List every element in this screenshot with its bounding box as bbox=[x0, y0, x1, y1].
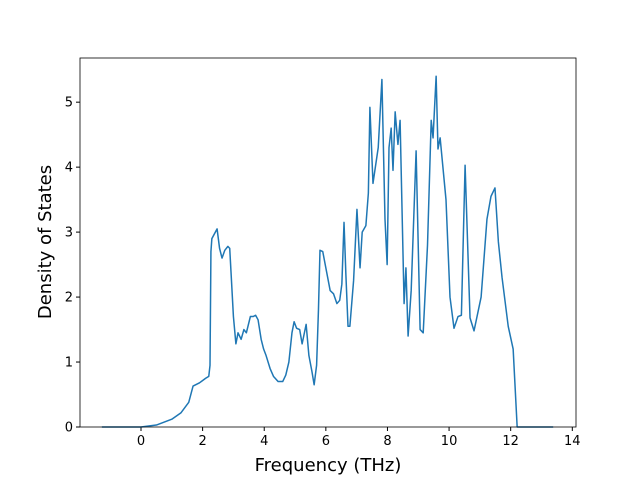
y-axis-label: Density of States bbox=[35, 165, 56, 319]
x-tick-label: 10 bbox=[441, 434, 458, 449]
y-tick-label: 5 bbox=[65, 96, 73, 111]
plot-frame bbox=[79, 57, 577, 428]
x-tick-label: 8 bbox=[383, 434, 391, 449]
y-tick-label: 0 bbox=[65, 421, 73, 436]
y-tick-label: 4 bbox=[65, 161, 73, 176]
x-tick-label: 0 bbox=[137, 434, 145, 449]
x-tick-label: 14 bbox=[564, 434, 581, 449]
y-tick-label: 3 bbox=[65, 226, 73, 241]
x-tick-label: 2 bbox=[198, 434, 206, 449]
x-tick-label: 4 bbox=[260, 434, 268, 449]
x-tick-label: 12 bbox=[502, 434, 519, 449]
y-tick-label: 2 bbox=[65, 291, 73, 306]
y-tick-label: 1 bbox=[65, 356, 73, 371]
data-line bbox=[101, 75, 554, 428]
x-axis-label: Frequency (THz) bbox=[255, 455, 402, 476]
x-tick-label: 6 bbox=[322, 434, 330, 449]
